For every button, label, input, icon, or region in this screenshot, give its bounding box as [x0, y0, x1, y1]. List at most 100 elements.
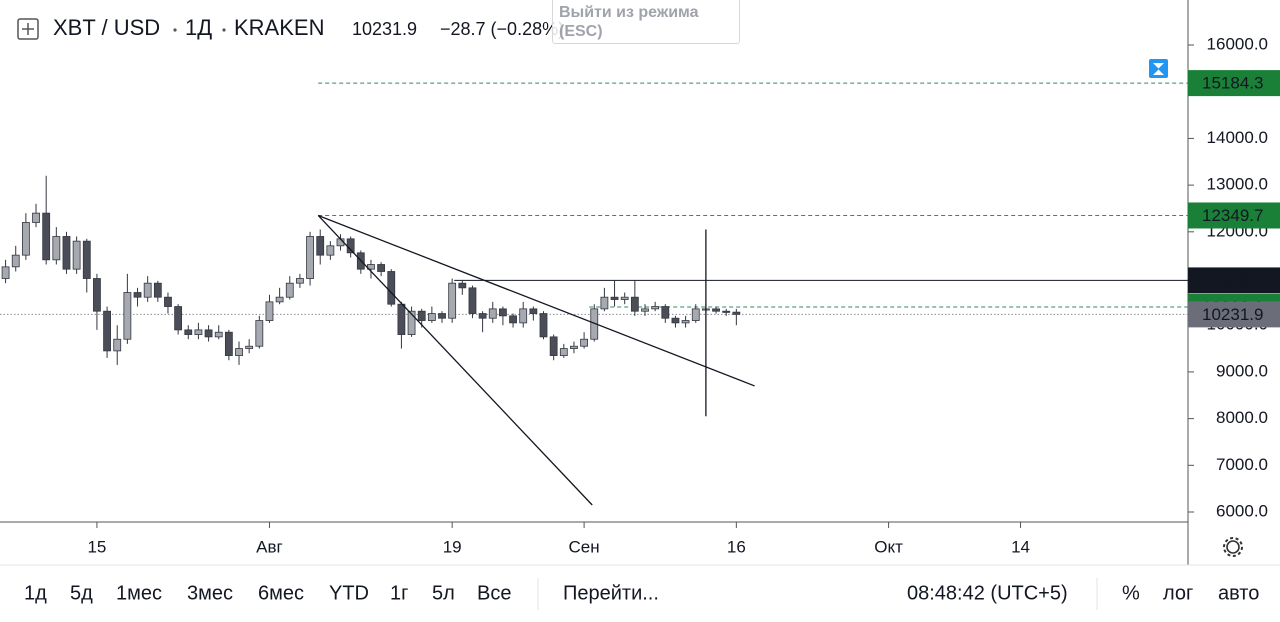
candle-body	[306, 236, 314, 279]
candle-body	[133, 292, 142, 298]
candle-body	[245, 345, 254, 349]
candle-body	[641, 308, 649, 312]
y-tick-label: 14000.0	[1207, 128, 1268, 147]
range-button[interactable]: 1д	[24, 582, 47, 604]
candle-body	[539, 313, 548, 338]
candle-body	[387, 271, 396, 305]
candle-body	[488, 308, 497, 319]
separator-dot	[222, 28, 226, 32]
x-tick-label: 15	[87, 537, 106, 556]
candle-body	[42, 212, 51, 261]
candle-body	[620, 296, 629, 300]
y-tick-label: 8000.0	[1216, 408, 1268, 427]
auto-toggle[interactable]: авто	[1218, 582, 1259, 604]
candle-body	[712, 308, 720, 312]
candle-body	[235, 348, 243, 356]
candle-body	[377, 264, 386, 272]
candle-body	[72, 240, 81, 270]
range-button[interactable]: Все	[477, 582, 511, 604]
y-tick-label: 9000.0	[1216, 361, 1268, 380]
layout-icon[interactable]	[17, 18, 39, 40]
candle-body	[529, 308, 538, 314]
price-badge-label: 12349.7	[1202, 206, 1263, 225]
candle-body	[224, 331, 233, 356]
candle-body	[204, 329, 213, 338]
trend-line	[317, 215, 593, 506]
separator-dot	[173, 28, 177, 32]
price-badge-label: 10231.9	[1202, 305, 1263, 324]
candle-body	[296, 278, 304, 284]
candle-body	[559, 348, 568, 356]
y-tick-label: 6000.0	[1216, 501, 1268, 520]
last-price: 10231.9	[352, 19, 417, 39]
candle-body	[93, 278, 101, 312]
y-tick-label: 7000.0	[1216, 455, 1268, 474]
goto-button[interactable]: Перейти...	[563, 582, 659, 604]
price-badge	[1188, 70, 1280, 97]
candle-body	[681, 320, 690, 324]
x-tick-label: Окт	[874, 537, 903, 556]
candle-body	[610, 296, 619, 300]
candle-body	[630, 296, 639, 312]
price-badge	[1188, 267, 1280, 294]
candle-body	[499, 308, 507, 317]
price-badge-label: 15184.3	[1202, 74, 1263, 93]
y-tick-label: 13000.0	[1207, 175, 1268, 194]
candle-body	[82, 240, 91, 279]
candle-body	[153, 282, 162, 298]
candle-body	[691, 308, 700, 321]
candle-body	[438, 313, 446, 319]
range-button[interactable]: 6мес	[258, 582, 304, 604]
range-button[interactable]: YTD	[329, 582, 369, 604]
candle-body	[397, 303, 406, 335]
candle-body	[509, 315, 517, 324]
candle-body	[732, 311, 741, 315]
price-badge	[1188, 202, 1280, 229]
range-button[interactable]: 1г	[390, 582, 408, 604]
candle-body	[123, 292, 132, 340]
candle-body	[194, 329, 203, 335]
candle-body	[285, 282, 294, 298]
settings-icon[interactable]	[1226, 540, 1240, 554]
candle-body	[468, 287, 477, 314]
log-toggle[interactable]: лог	[1163, 582, 1193, 604]
candle-body	[580, 338, 589, 347]
candle-body	[458, 282, 467, 289]
candle-body	[174, 306, 183, 331]
candle-body	[600, 296, 609, 310]
exchange: KRAKEN	[234, 15, 324, 40]
candle-body	[661, 306, 670, 319]
settings-icon-teeth	[1223, 537, 1243, 557]
tooltip[interactable]: Выйти из режима (ESC)	[552, 0, 740, 44]
range-button[interactable]: 5д	[70, 582, 93, 604]
candle-body	[103, 310, 111, 352]
candle-body	[113, 338, 122, 352]
range-button[interactable]: 5л	[432, 582, 455, 604]
candle-body	[671, 317, 680, 324]
candle-body	[265, 301, 274, 321]
range-button[interactable]: 1мес	[116, 582, 162, 604]
candle-body	[326, 245, 335, 256]
candle-body	[570, 345, 578, 349]
interval[interactable]: 1Д	[185, 15, 212, 40]
candle-body	[407, 310, 416, 335]
percent-toggle[interactable]: %	[1122, 582, 1140, 604]
candle-body	[21, 222, 30, 256]
candle-body	[62, 236, 71, 270]
candle-body	[255, 320, 264, 347]
x-tick-label: 19	[443, 537, 462, 556]
x-tick-label: 16	[727, 537, 746, 556]
range-button[interactable]: 3мес	[187, 582, 233, 604]
symbol[interactable]: XBT / USD	[53, 15, 160, 40]
candle-body	[316, 236, 325, 256]
x-tick-label: 14	[1011, 537, 1030, 556]
y-tick-label: 16000.0	[1207, 35, 1268, 54]
candle-body	[1, 266, 10, 279]
candle-body	[549, 336, 558, 356]
candle-body	[427, 313, 436, 321]
candle-body	[32, 212, 40, 223]
x-tick-label: Сен	[569, 537, 600, 556]
clock: 08:48:42 (UTC+5)	[907, 582, 1068, 604]
